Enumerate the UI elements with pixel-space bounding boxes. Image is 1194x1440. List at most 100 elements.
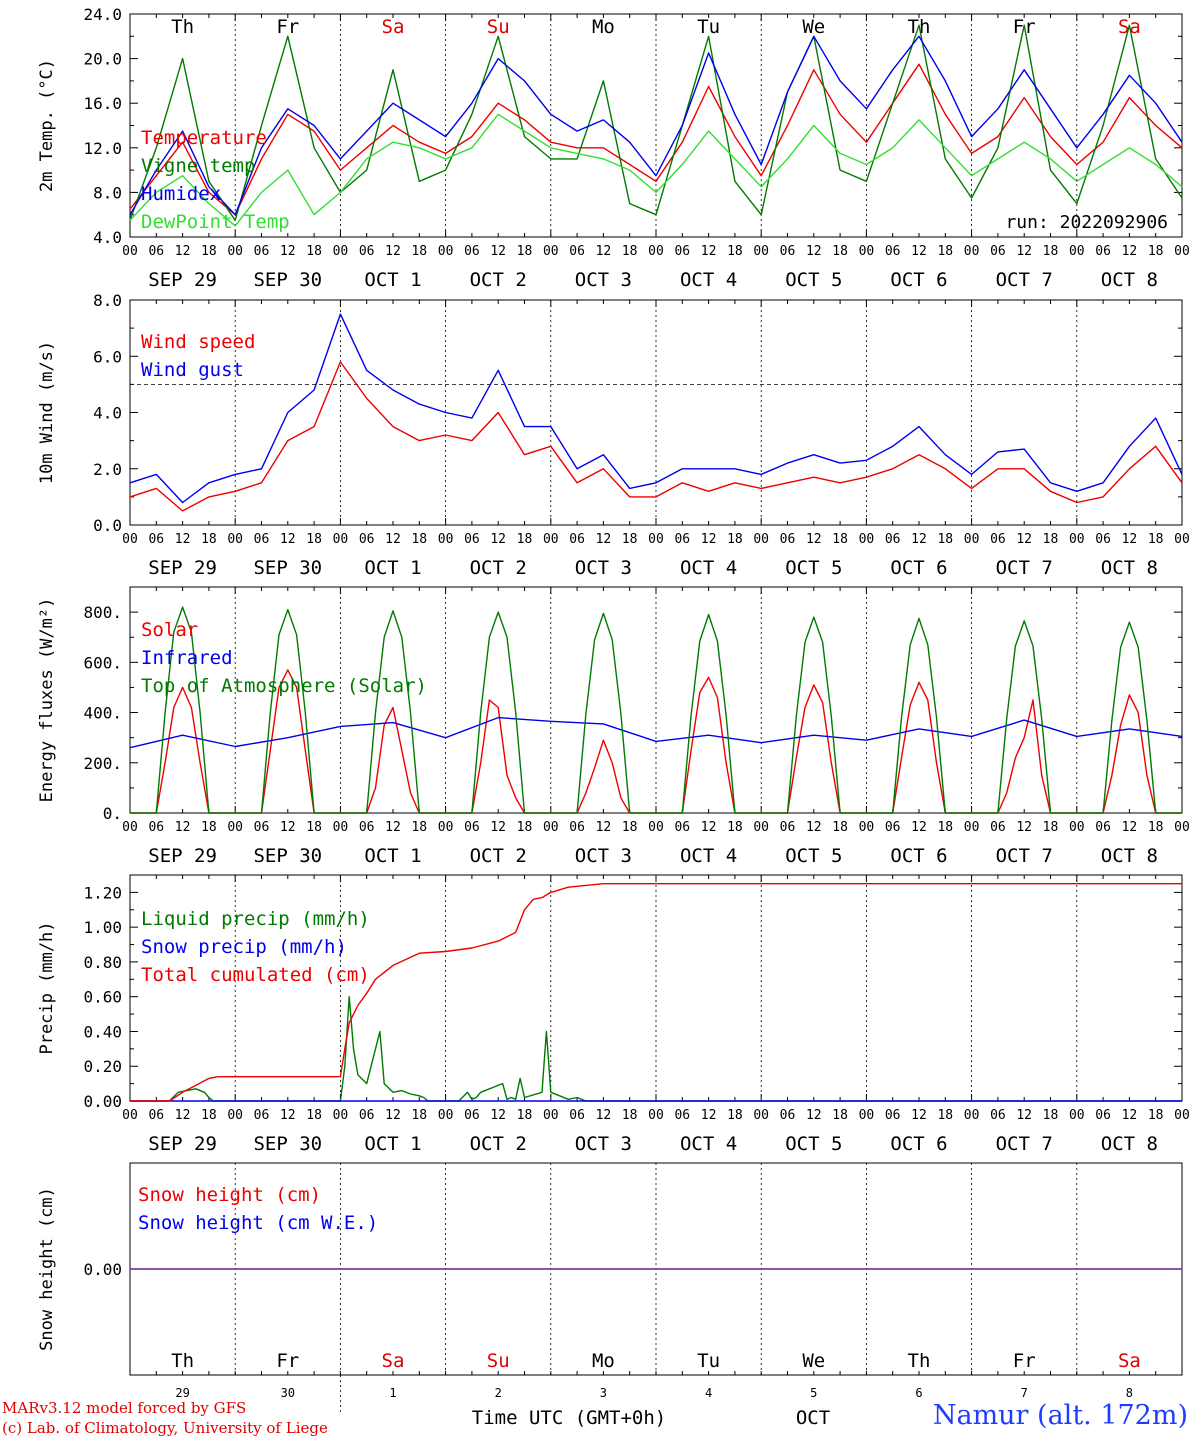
run-label: run: 2022092906 (1005, 212, 1168, 233)
hour-tick-label: 18 (832, 532, 848, 547)
hour-tick-label: 06 (885, 820, 901, 835)
hour-tick-label: 12 (911, 1108, 927, 1123)
hour-tick-label: 12 (175, 244, 191, 259)
hour-tick-label: 18 (1043, 244, 1059, 259)
panel-5: 0.00 Snow height (cm) Snow height (cm) Snow… (37, 1162, 1183, 1429)
hour-tick-label: 00 (438, 820, 454, 835)
hour-tick-label: 12 (385, 820, 401, 835)
hour-tick-label: 12 (280, 532, 296, 547)
day-number-label: 1 (389, 1386, 396, 1400)
hour-tick-label: 00 (543, 532, 559, 547)
hour-tick-label: 06 (569, 532, 585, 547)
y-tick-label: 0.0 (93, 516, 122, 535)
y-tick-label: 24.0 (83, 5, 122, 24)
hour-tick-label: 00 (859, 244, 875, 259)
y-tick-label: 8.0 (93, 183, 122, 202)
date-label: OCT 1 (364, 269, 421, 291)
hour-tick-label: 18 (1148, 244, 1164, 259)
y-tick-label: 8.0 (93, 291, 122, 310)
hour-tick-label: 18 (517, 820, 533, 835)
series-line-wind-speed (129, 361, 1183, 512)
date-label: OCT 8 (1101, 1133, 1158, 1155)
month-label: OCT (796, 1407, 830, 1429)
hour-tick-label: 00 (964, 532, 980, 547)
hour-tick-label: 12 (596, 532, 612, 547)
y-tick-label: 0.00 (83, 1260, 122, 1279)
hour-tick-label: 06 (674, 820, 690, 835)
weekday-label: We (802, 1350, 825, 1372)
date-label: SEP 29 (148, 557, 217, 579)
date-label: OCT 2 (470, 269, 527, 291)
y-tick-label: 400. (83, 704, 122, 723)
y-tick-label: 0.40 (83, 1022, 122, 1041)
model-credit-text: MARv3.12 model forced by GFS (2, 1399, 247, 1417)
hour-tick-label: 18 (411, 532, 427, 547)
y-tick-label: 12.0 (83, 139, 122, 158)
y-tick-label: 16.0 (83, 94, 122, 113)
legend-entry: Top of Atmosphere (Solar) (141, 675, 427, 697)
hour-tick-label: 00 (333, 1108, 349, 1123)
y-tick-label: 0.20 (83, 1057, 122, 1076)
series-line-temperature (129, 63, 1183, 216)
date-label: OCT 1 (364, 1133, 421, 1155)
hour-tick-label: 00 (122, 820, 138, 835)
hour-tick-label: 06 (990, 1108, 1006, 1123)
panel-4: 00 06 12 18 00 06 12 18 00 06 12 18 00 06 12 18 00 06 12 18… (37, 874, 1190, 1155)
date-label: OCT 5 (785, 1133, 842, 1155)
weekday-label: Th (171, 16, 194, 38)
hour-tick-label: 06 (464, 244, 480, 259)
hour-tick-label: 12 (385, 244, 401, 259)
hour-tick-label: 00 (1174, 1108, 1190, 1123)
hour-tick-label: 12 (911, 820, 927, 835)
legend-entry: DewPoint Temp (141, 211, 290, 233)
date-label: OCT 4 (680, 557, 737, 579)
hour-tick-label: 12 (490, 820, 506, 835)
hour-tick-label: 00 (333, 244, 349, 259)
hour-tick-label: 12 (490, 532, 506, 547)
hour-tick-label: 06 (885, 532, 901, 547)
hour-tick-label: 06 (780, 820, 796, 835)
y-tick-label: 0.00 (83, 1092, 122, 1111)
hour-tick-label: 00 (1069, 244, 1085, 259)
hour-tick-label: 00 (859, 532, 875, 547)
hour-tick-label: 06 (254, 532, 270, 547)
hour-tick-label: 18 (622, 532, 638, 547)
hour-tick-label: 06 (780, 1108, 796, 1123)
hour-tick-label: 06 (569, 1108, 585, 1123)
hour-tick-label: 06 (569, 244, 585, 259)
date-label: SEP 30 (253, 845, 322, 867)
date-label: OCT 2 (470, 1133, 527, 1155)
hour-tick-label: 06 (674, 244, 690, 259)
hour-tick-label: 00 (438, 532, 454, 547)
hour-tick-label: 12 (175, 1108, 191, 1123)
hour-tick-label: 00 (122, 244, 138, 259)
hour-tick-label: 00 (1174, 532, 1190, 547)
hour-tick-label: 18 (832, 244, 848, 259)
date-label: OCT 5 (785, 845, 842, 867)
hour-tick-label: 12 (806, 532, 822, 547)
weekday-label: Sa (382, 1350, 405, 1372)
hour-tick-label: 06 (885, 244, 901, 259)
station-label: Namur (alt. 172m) (932, 1400, 1188, 1431)
day-number-label: 2 (495, 1386, 502, 1400)
date-label: OCT 7 (996, 1133, 1053, 1155)
panel-2: 00 06 12 18 00 06 12 18 00 06 12 18 00 06 12 18 00 06 12 18… (37, 291, 1190, 579)
hour-tick-label: 12 (385, 1108, 401, 1123)
hour-tick-label: 18 (937, 1108, 953, 1123)
weekday-label: Th (908, 16, 931, 38)
date-label: OCT 7 (996, 845, 1053, 867)
date-label: OCT 8 (1101, 845, 1158, 867)
hour-tick-label: 00 (543, 820, 559, 835)
date-label: OCT 7 (996, 269, 1053, 291)
series-line-top-of-atmosphere-solar (130, 606, 1182, 814)
series-line-total-cumulated-cm (130, 883, 1182, 1102)
hour-tick-label: 00 (122, 532, 138, 547)
hour-tick-label: 12 (701, 1108, 717, 1123)
hour-tick-label: 12 (806, 1108, 822, 1123)
panel-1: 00 06 12 18 00 06 12 18 00 06 12 18 00 06 12 18 00 06 12 18… (37, 5, 1190, 291)
y-axis-label: Energy fluxes (W/m²) (37, 598, 57, 803)
legend-entry: Snow height (cm W.E.) (138, 1212, 378, 1234)
y-axis-label: Precip (mm/h) (37, 921, 57, 1054)
hour-tick-label: 12 (280, 1108, 296, 1123)
hour-tick-label: 06 (780, 244, 796, 259)
